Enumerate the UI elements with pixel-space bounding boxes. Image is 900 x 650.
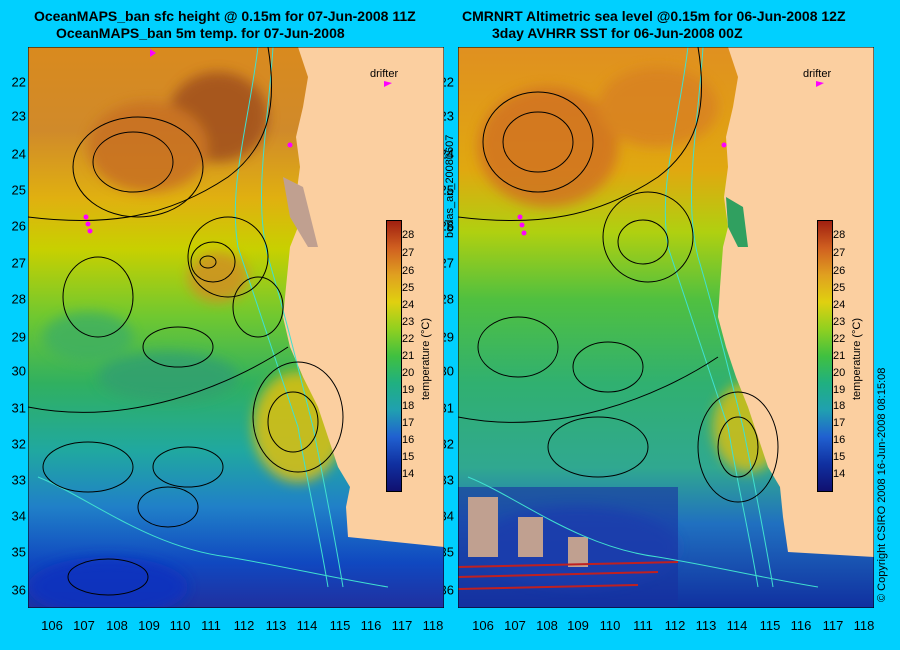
cbar-tick: 19 [833,384,846,396]
cbar-tick: 20 [833,367,846,379]
lon-tick: 115 [759,618,781,633]
lon-tick: 115 [329,618,351,633]
lon-tick: 113 [265,618,287,633]
cbar-tick: 15 [833,451,846,463]
lon-tick: 110 [599,618,621,633]
left-title-line1: OceanMAPS_ban sfc height @ 0.15m for 07-… [34,8,416,24]
cbar-tick: 23 [402,316,415,328]
lon-tick: 116 [360,618,382,633]
lat-tick: 25 [11,182,26,198]
left-title-line2: OceanMAPS_ban 5m temp. for 07-Jun-2008 [56,25,345,41]
lat-tick: 35 [11,544,26,560]
cbar-tick: 18 [833,400,846,412]
cbar-tick: 14 [833,468,846,480]
lat-tick: 23 [11,108,26,124]
lon-tick: 107 [504,618,526,633]
lon-tick: 108 [536,618,558,633]
lon-tick: 112 [233,618,255,633]
lon-tick: 110 [169,618,191,633]
cbar-tick: 27 [833,247,846,259]
lat-tick: 32 [11,436,26,452]
cbar-tick: 16 [833,434,846,446]
left-drifter-label: drifter [370,68,399,80]
cbar-tick: 19 [402,384,415,396]
right-title-line1: CMRNRT Altimetric sea level @0.15m for 0… [462,8,846,24]
coastline-land [283,47,444,547]
left-colorbar [386,220,402,492]
cbar-tick: 25 [833,282,846,294]
lon-tick: 109 [138,618,160,633]
run-id-label: bodas_an_20080607 [444,134,456,238]
cbar-tick: 21 [402,350,415,362]
lon-tick: 106 [472,618,494,633]
lon-tick: 117 [391,618,413,633]
lon-tick: 108 [106,618,128,633]
lat-tick: 28 [11,291,26,307]
lon-tick: 106 [41,618,63,633]
right-colorbar [817,220,833,492]
left-colorbar-title: temperature (°C) [420,317,432,400]
drifter-marker [150,49,156,57]
cbar-tick: 27 [402,247,415,259]
left-latitude-axis: 22 23 24 25 26 27 28 29 30 31 32 33 34 3… [0,47,28,608]
lat-tick: 36 [11,582,26,598]
lat-tick: 26 [11,218,26,234]
left-sst-map [28,47,444,608]
right-colorbar-title: temperature (°C) [851,317,863,400]
cbar-tick: 21 [833,350,846,362]
cbar-tick: 28 [402,229,415,241]
lon-tick: 112 [664,618,686,633]
copyright-label: © Copyright CSIRO 2008 16-Jun-2008 08:15… [876,367,888,602]
right-sst-map [458,47,874,608]
cbar-tick: 26 [833,265,846,277]
cbar-tick: 25 [402,282,415,294]
lon-tick: 116 [790,618,812,633]
lat-tick: 22 [11,74,26,90]
cbar-tick: 17 [402,417,415,429]
left-map-panel [28,47,444,608]
right-title-line2: 3day AVHRR SST for 06-Jun-2008 00Z [492,25,743,41]
cbar-tick: 17 [833,417,846,429]
right-drifter-label: drifter [803,68,832,80]
cbar-tick: 24 [833,299,846,311]
lat-tick: 29 [11,329,26,345]
cbar-tick: 26 [402,265,415,277]
lon-tick: 109 [567,618,589,633]
lon-tick: 113 [695,618,717,633]
lat-tick: 34 [11,508,26,524]
cbar-tick: 23 [833,316,846,328]
lon-tick: 111 [633,618,653,633]
cbar-tick: 16 [402,434,415,446]
lon-tick: 111 [201,618,221,633]
lon-tick: 118 [853,618,875,633]
lon-tick: 114 [296,618,318,633]
cbar-tick: 22 [833,333,846,345]
cbar-tick: 18 [402,400,415,412]
lon-tick: 118 [422,618,444,633]
cbar-tick: 22 [402,333,415,345]
coastline-land [718,47,874,557]
lon-tick: 107 [73,618,95,633]
cloud-noise-area [458,487,679,608]
cbar-tick: 14 [402,468,415,480]
lon-tick: 117 [822,618,844,633]
right-map-panel [458,47,874,608]
lon-tick: 114 [726,618,748,633]
lat-tick: 30 [11,363,26,379]
cbar-tick: 24 [402,299,415,311]
lat-tick: 24 [11,146,26,162]
lat-tick: 31 [11,400,26,416]
cbar-tick: 28 [833,229,846,241]
lat-tick: 27 [11,255,26,271]
lat-tick: 33 [11,472,26,488]
cbar-tick: 20 [402,367,415,379]
cbar-tick: 15 [402,451,415,463]
